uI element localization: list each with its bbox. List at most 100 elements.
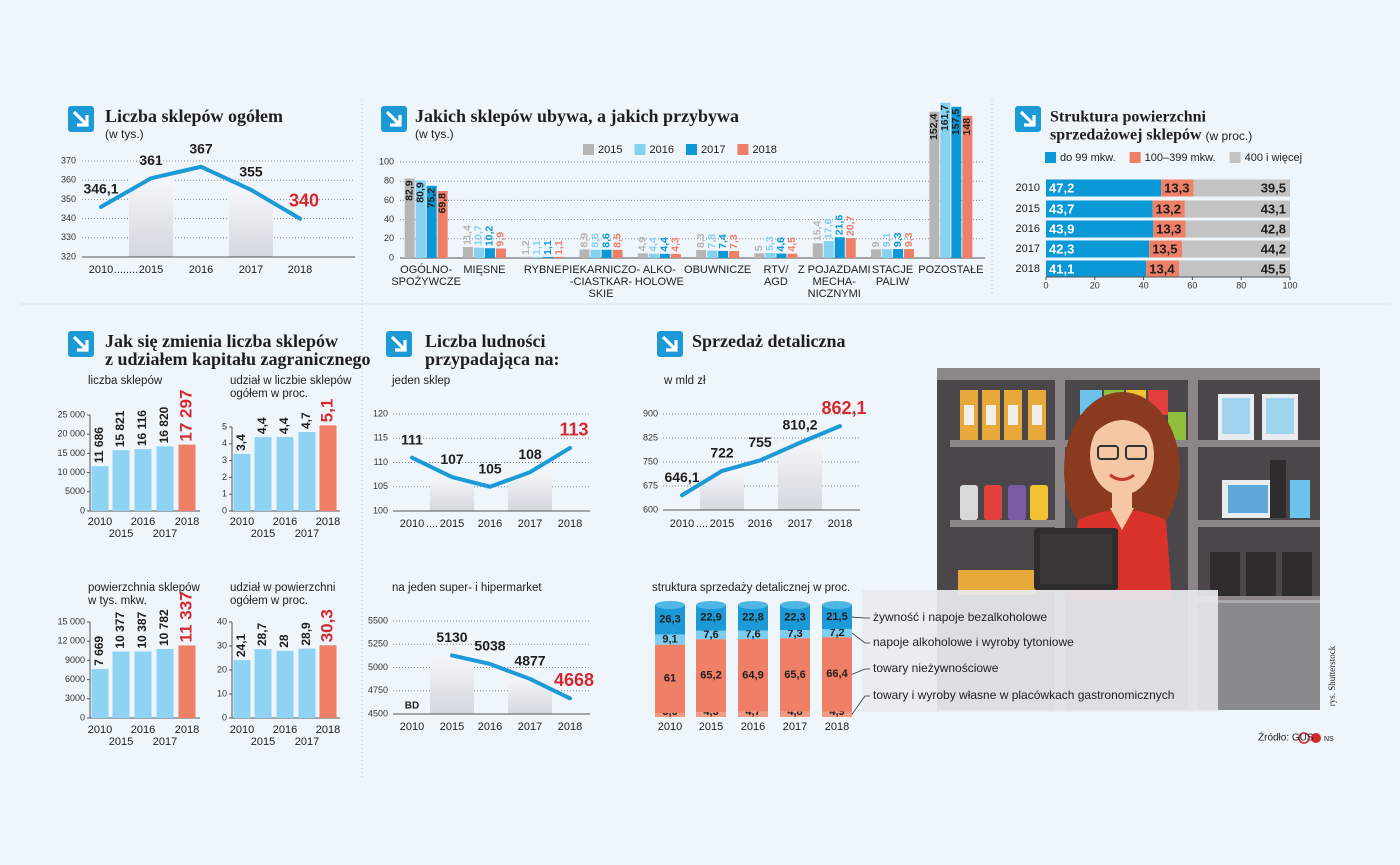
section-title: sprzedażowej sklepów [1050,127,1202,144]
x-tick-label: 2018 [828,518,852,530]
data-label: 7,4 [717,234,729,249]
x-tick-label: 2017 [518,721,542,733]
x-tick-label: 2017 [788,518,812,530]
y-tick-label: 4500 [368,708,388,718]
data-label: 7,3 [787,628,802,640]
x-tick-label: 2015 [109,736,133,748]
bar-segment [822,637,852,712]
x-tick-label: 2017 [295,736,319,748]
y-tick-label: 0 [222,712,227,722]
y-tick-label: 80 [384,176,394,186]
legend-label: 2018 [752,144,776,156]
data-label: 69,8 [436,193,448,214]
data-label: 39,5 [1261,180,1286,195]
x-tick-label: AGD [764,276,788,288]
y-tick-label: 900 [643,408,658,418]
data-label: 22,9 [700,612,721,624]
data-label: 3,4 [234,434,248,451]
bar [648,253,659,258]
x-tick-label: 2018 [316,516,340,528]
bar [276,437,294,511]
bar [473,247,484,258]
bar-top [822,601,852,609]
leader-line [851,695,870,715]
y-tick-label: 115 [374,433,388,443]
x-tick-label: 60 [1187,280,1197,290]
bar [319,425,337,511]
bar [845,238,856,258]
section-title: z udziałem kapitału zagranicznego [105,349,370,369]
data-label: 152,4 [928,114,940,140]
dividers [20,100,1390,780]
chart-caption: struktura sprzedaży detalicznej w proc. [652,582,850,594]
y-tick-label: 0 [80,505,85,515]
y-tick-label: 2016 [1016,223,1040,235]
backdrop [778,442,822,510]
section-title: Jakich sklepów ubywa, a jakich przybywa [415,106,739,126]
bar-segment [655,605,685,635]
bar [601,249,612,258]
data-label: 810,2 [782,416,817,432]
legend-label: 2016 [649,144,673,156]
x-tick-label: 2016 [478,518,502,530]
data-label: 16 820 [157,406,171,443]
legend-swatch [685,144,697,155]
bar-segment [738,711,768,717]
data-label: 5,3 [764,236,776,251]
bar-segment [738,605,768,631]
y-tick-label: 2015 [1016,203,1040,215]
x-tick-label: 2015 [139,264,163,276]
x-tick-label: 0 [1043,280,1048,290]
data-label: 5,1 [317,399,336,423]
data-label: 7,6 [703,629,718,641]
x-tick-label: 2018 [558,518,582,530]
data-label: 26,3 [659,614,680,626]
x-tick-label: 2015 [440,721,464,733]
bar-segment [780,711,810,717]
data-label: 148 [961,118,973,136]
backdrop [508,678,552,714]
bar [729,250,740,258]
data-label: 42,3 [1049,241,1074,256]
x-tick-label: 20 [1090,280,1100,290]
bar [112,651,130,718]
bar [929,111,940,258]
data-label: 8,6 [589,233,601,248]
x-tick-label: 2015 [251,528,275,540]
data-label: 4,4 [648,237,660,252]
y-tick-label: 330 [61,232,76,242]
bar [904,249,915,258]
bar [554,256,565,258]
bar [962,115,973,258]
y-tick-label: 3000 [65,693,85,703]
bar-segment [1046,179,1162,197]
x-tick-label: 2018 [175,724,199,736]
x-tick-label: 2016 [131,516,155,528]
data-label: 13,3 [1156,221,1181,236]
bar [319,645,337,718]
chart-caption: na jeden super- i hipermarket [392,582,542,594]
y-tick-label: 350 [61,194,76,204]
bar [233,453,251,511]
data-label: 157,5 [950,109,962,135]
data-label: 722 [710,445,734,461]
chart-caption: ogółem w proc. [230,595,308,607]
x-tick-label: RYBNE [524,264,562,276]
bar [178,645,196,718]
data-label: 66,4 [826,668,848,680]
bar [254,437,272,511]
legend-label: towary nieżywnościowe [873,661,999,675]
y-tick-label: 40 [217,616,227,626]
x-tick-label: 2018 [316,724,340,736]
data-label: 9,1 [881,233,893,248]
bar-segment [780,629,810,639]
x-tick-label: ALKO- [643,264,676,276]
bar [612,249,623,258]
bar-segment [1046,240,1150,258]
data-label: 646,1 [664,469,699,485]
y-tick-label: 6000 [65,674,85,684]
data-label: 4,5 [786,237,798,252]
y-tick-label: 5 [222,421,227,431]
x-tick-label: 100 [1282,280,1297,290]
x-tick-label: PALIW [876,276,910,288]
